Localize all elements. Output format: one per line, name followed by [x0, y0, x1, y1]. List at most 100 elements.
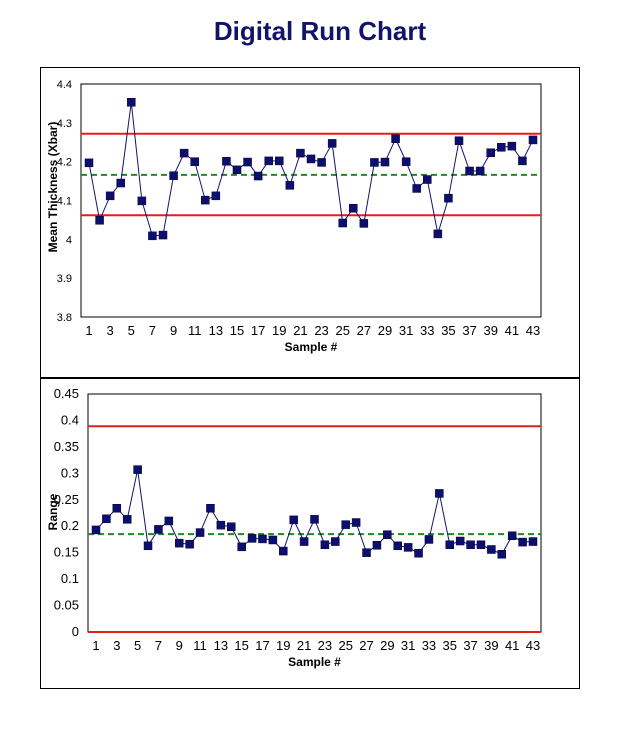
data-point [137, 196, 147, 206]
data-point [112, 503, 122, 513]
data-point [264, 156, 273, 166]
y-tick-label: 4.4 [57, 79, 72, 91]
data-point [327, 139, 337, 148]
data-point [476, 540, 486, 549]
x-tick-label: 23 [318, 638, 332, 653]
data-point [401, 157, 411, 166]
data-point [174, 538, 184, 548]
page-title: Digital Run Chart [213, 16, 427, 46]
data-point [95, 216, 104, 225]
x-tick-label: 35 [441, 323, 455, 338]
data-point [206, 503, 215, 513]
x-tick-label: 11 [188, 323, 202, 338]
data-point [391, 134, 400, 144]
data-point [154, 525, 163, 534]
data-point [279, 546, 288, 556]
x-tick-label: 13 [209, 323, 223, 338]
data-point [497, 550, 507, 559]
data-point [383, 530, 392, 539]
plot-area [80, 83, 542, 318]
x-tick-label: 17 [255, 638, 269, 653]
y-tick-label: 0.05 [54, 598, 79, 613]
data-point [341, 520, 350, 529]
data-point [320, 540, 330, 549]
data-point [253, 171, 263, 181]
x-tick-label: 23 [314, 323, 328, 338]
data-point [247, 534, 257, 543]
data-point [148, 231, 157, 241]
x-axis-label: Sample # [285, 340, 338, 354]
x-tick-label: 41 [505, 323, 519, 338]
x-tick-label: 9 [176, 638, 183, 653]
data-point [127, 98, 136, 107]
x-tick-label: 27 [359, 638, 373, 653]
data-point [227, 522, 236, 532]
data-point [412, 184, 421, 193]
data-point [435, 489, 444, 498]
data-point [211, 191, 221, 201]
data-point [84, 158, 94, 168]
y-tick-label: 0.2 [61, 518, 79, 533]
y-tick-label: 4 [66, 234, 72, 246]
data-point [310, 515, 319, 524]
x-axis-label: Sample # [288, 655, 341, 669]
x-tick-label: 13 [214, 638, 228, 653]
data-point [497, 143, 506, 152]
y-tick-label: 3.9 [57, 273, 72, 285]
y-tick-label: 3.8 [57, 312, 72, 324]
x-tick-label: 41 [505, 638, 519, 653]
data-point [133, 465, 142, 474]
data-point [179, 148, 189, 158]
x-tick-label: 31 [401, 638, 415, 653]
data-point [317, 158, 326, 167]
data-point [370, 158, 379, 167]
x-tick-label: 27 [357, 323, 371, 338]
data-point [423, 175, 432, 184]
x-tick-label: 35 [443, 638, 457, 653]
data-point [528, 537, 538, 546]
y-tick-label: 0.45 [54, 386, 79, 401]
y-tick-label: 0.4 [61, 412, 79, 427]
x-tick-label: 43 [526, 638, 540, 653]
data-point [465, 166, 474, 176]
data-point [403, 543, 413, 552]
x-tick-label: 39 [483, 323, 497, 338]
x-tick-label: 33 [422, 638, 436, 653]
data-point [359, 219, 369, 228]
data-point [258, 534, 267, 544]
x-tick-label: 25 [338, 638, 352, 653]
x-tick-label: 43 [526, 323, 540, 338]
data-point [190, 157, 199, 166]
data-point [338, 218, 347, 228]
data-point [455, 536, 465, 546]
y-tick-label: 4.3 [57, 118, 72, 130]
x-tick-label: 15 [234, 638, 248, 653]
y-tick-label: 0.15 [54, 545, 79, 560]
data-point [195, 528, 205, 537]
xbar-chart-panel: 3.8 3.9 4 4.1 4.2 4.3 4.4 1 3 5 7 9 11 13 15 17 19 21 23 25… [40, 67, 580, 378]
data-point [299, 537, 309, 546]
data-point [164, 516, 174, 526]
data-point [306, 154, 316, 164]
data-point [296, 148, 305, 158]
x-tick-label: 21 [297, 638, 311, 653]
x-tick-label: 25 [335, 323, 349, 338]
data-point [380, 157, 390, 167]
data-point [444, 193, 453, 203]
x-tick-label: 19 [276, 638, 290, 653]
data-point [466, 540, 475, 549]
y-tick-label: 0.35 [54, 439, 79, 454]
x-tick-label: 1 [85, 323, 92, 338]
data-point [372, 541, 382, 550]
x-tick-label: 33 [420, 323, 434, 338]
data-point [216, 520, 226, 530]
data-point [285, 181, 295, 190]
data-point [185, 539, 194, 549]
data-point [201, 195, 210, 205]
x-tick-label: 19 [272, 323, 286, 338]
data-point [158, 230, 168, 240]
data-point [143, 541, 153, 551]
data-point [454, 136, 464, 145]
data-point [518, 537, 527, 547]
data-point [232, 165, 242, 175]
